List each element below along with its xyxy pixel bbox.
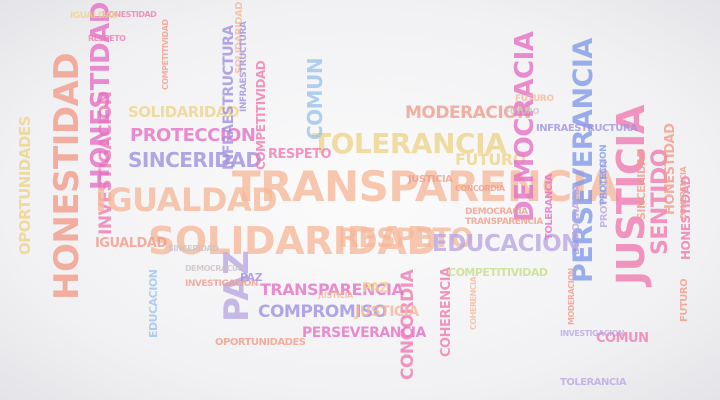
word-perseverancia-30: PERSEVERANCIA xyxy=(302,325,426,341)
word-futuro-10: FUTURO xyxy=(455,150,526,169)
word-infraestructura-38: INFRAESTRUCTURA xyxy=(536,123,638,134)
word-democracia-42: DEMOCRACIA xyxy=(571,184,582,255)
word-transparencia-59: TRANSPARENCIA xyxy=(465,217,543,227)
word-igualdad-3: IGUALDAD xyxy=(95,181,278,219)
word-respeto-7: RESPETO xyxy=(338,223,473,254)
word-comun-16: COMUN xyxy=(303,57,327,140)
word-coherencia-54: COHERENCIA xyxy=(469,276,478,330)
word-coherencia-26: COHERENCIA xyxy=(439,267,454,357)
word-solidaridad-11: SOLIDARIDAD xyxy=(128,103,239,121)
word-coherencia-55: COHERENCIA xyxy=(679,166,688,220)
word-paz-32: PAZ xyxy=(362,281,389,296)
word-concordia-62: CONCORDIA xyxy=(455,184,505,193)
word-investigacion-35: INVESTIGACION xyxy=(185,279,258,289)
word-futuro-41: FUTURO xyxy=(679,278,690,322)
word-transparencia-27: TRANSPARENCIA xyxy=(260,280,404,299)
word-respeto-49: RESPETO xyxy=(88,34,126,43)
word-tolerancia-8: TOLERANCIA xyxy=(312,127,507,160)
word-oportunidades-34: OPORTUNIDADES xyxy=(215,337,306,348)
word-honestidad-0: HONESTIDAD xyxy=(47,52,87,300)
word-compromiso-28: COMPROMISO xyxy=(258,302,387,322)
word-tolerancia-39: TOLERANCIA xyxy=(544,173,555,240)
word-transparencia-5: TRANSPARENCIA xyxy=(232,162,619,211)
word-honestidad-4: HONESTIDAD xyxy=(86,2,116,190)
word-igualdad-56: IGUALDAD xyxy=(70,11,119,21)
word-competitividad-37: COMPETITIVIDAD xyxy=(448,266,548,279)
word-justicia-60: JUSTICIA xyxy=(318,291,353,300)
word-democracia-65: DEMOCRACIA xyxy=(185,264,241,273)
word-honestidad-48: HONESTIDAD xyxy=(102,10,157,19)
word-investigacion-45: INVESTIGACION xyxy=(560,329,625,338)
word-infraestructura-52: INFRAESTRUCTURA xyxy=(239,21,249,112)
word-futuro-63: FUTURO xyxy=(505,107,539,116)
word-democracia-58: DEMOCRACIA xyxy=(465,207,528,217)
word-proteccion-12: PROTECCION xyxy=(130,125,256,146)
word-respeto-17: RESPETO xyxy=(268,147,332,162)
word-educacion-36: EDUCACION xyxy=(147,269,160,338)
word-oportunidades-1: OPORTUNIDADES xyxy=(16,116,34,255)
word-moderacion-61: MODERACION xyxy=(567,268,576,325)
word-moderacion-9: MODERACION xyxy=(405,103,531,123)
word-solidaridad-6: SOLIDARIDAD xyxy=(148,219,438,263)
word-justicia-50: JUSTICIA xyxy=(408,174,453,185)
word-igualdad-33: IGUALDAD xyxy=(95,236,167,251)
word-paz-57: PAZ xyxy=(240,271,263,284)
word-justicia-29: JUSTICIA xyxy=(355,304,419,320)
word-proteccion-64: PROTECCION xyxy=(599,144,609,205)
word-democracia-18: DEMOCRACIA xyxy=(510,31,540,222)
word-honestidad-23: HONESTIDAD xyxy=(663,123,678,215)
word-competitividad-53: COMPETITIVIDAD xyxy=(161,19,170,90)
word-tolerancia-44: TOLERANCIA xyxy=(560,377,627,388)
word-comun-40: COMUN xyxy=(596,331,649,346)
word-futuro-46: FUTURO xyxy=(515,94,554,104)
word-competitividad-15: COMPETITIVIDAD xyxy=(254,60,268,170)
word-sinceridad-24: SINCERIDAD xyxy=(635,148,648,220)
word-educacion-19: EDUCACION xyxy=(432,231,580,257)
word-sinceridad-66: SINCERIDAD xyxy=(168,244,219,253)
word-sinceridad-13: SINCERIDAD xyxy=(128,148,262,172)
